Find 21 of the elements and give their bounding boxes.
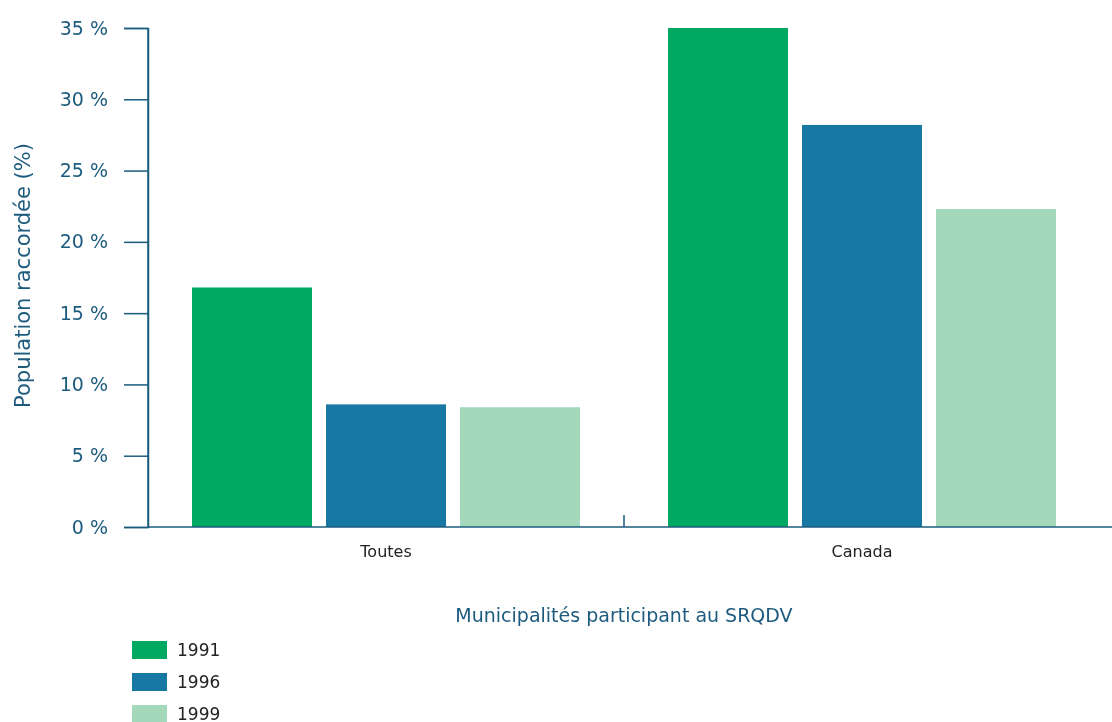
- x-axis-title: Municipalités participant au SRQDV: [455, 604, 793, 626]
- x-tick-label: Canada: [831, 542, 893, 561]
- y-tick-label: 35 %: [59, 16, 108, 39]
- y-tick-label: 25 %: [59, 159, 108, 182]
- bar: [668, 28, 788, 527]
- y-axis-title: Population raccordée (%): [11, 143, 35, 408]
- bar: [326, 404, 446, 527]
- y-tick-label: 15 %: [59, 301, 108, 324]
- y-tick-label: 10 %: [59, 373, 108, 396]
- legend-label: 1991: [177, 639, 221, 660]
- y-tick-label: 30 %: [59, 87, 108, 110]
- bar: [936, 209, 1056, 527]
- legend-label: 1999: [177, 703, 221, 722]
- x-tick-label: Toutes: [359, 542, 412, 561]
- y-tick-label: 0 %: [71, 515, 108, 538]
- bar: [192, 287, 312, 527]
- y-tick-label: 5 %: [71, 444, 108, 467]
- y-tick-label: 20 %: [59, 230, 108, 253]
- bar: [802, 124, 922, 527]
- bar: [460, 407, 580, 527]
- legend-label: 1996: [177, 671, 221, 692]
